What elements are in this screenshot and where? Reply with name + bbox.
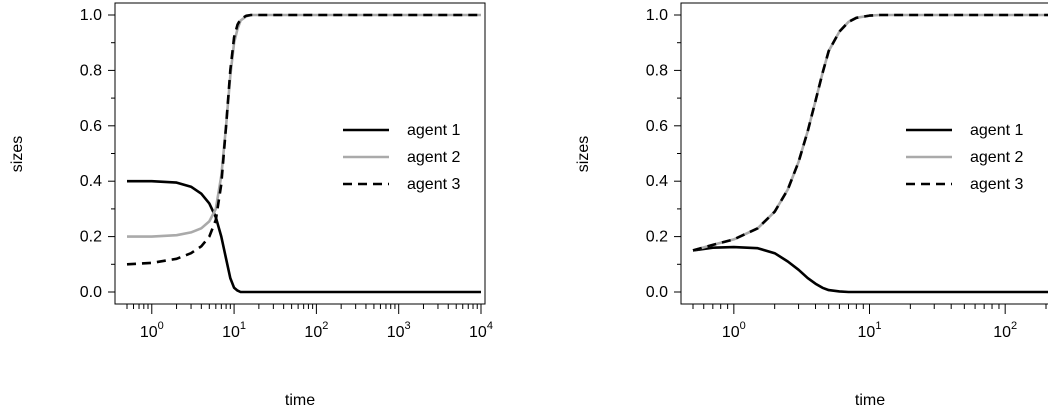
y-axis-title: sizes: [9, 136, 26, 172]
y-tick-label: 0.6: [80, 118, 102, 135]
y-tick-label: 0.0: [646, 284, 668, 301]
y-tick-label: 1.0: [646, 7, 668, 24]
y-tick-label: 0.8: [80, 62, 102, 79]
x-tick-label: 102: [304, 320, 328, 341]
x-axis-title: time: [855, 392, 885, 409]
legend-label: agent 2: [407, 149, 460, 166]
y-tick-label: 0.2: [80, 229, 102, 246]
legend-label: agent 2: [970, 149, 1023, 166]
legend-label: agent 1: [407, 122, 460, 139]
x-tick-label: 101: [858, 320, 882, 341]
y-tick-label: 1.0: [80, 7, 102, 24]
x-tick-label: 101: [222, 320, 246, 341]
legend-label: agent 3: [407, 176, 460, 193]
y-tick-label: 0.6: [646, 118, 668, 135]
x-tick-label: 100: [140, 320, 164, 341]
y-tick-label: 0.4: [80, 173, 102, 190]
series-line-agent-3: [692, 13, 1048, 252]
x-tick-label: 100: [722, 320, 746, 341]
y-tick-label: 0.4: [646, 173, 668, 190]
y-tick-label: 0.8: [646, 62, 668, 79]
y-tick-label: 0.2: [646, 229, 668, 246]
x-axis-title: time: [285, 392, 315, 409]
x-tick-label: 103: [387, 320, 411, 341]
chart-panel-2: 0.0 0.2 0.4 0.6 0.8 1.0 sizes 100 101 102 time agen…: [575, 2, 1048, 409]
chart-panel-1: 0.0 0.2 0.4 0.6 0.8 1.0 sizes 100 101 102 103 104 ti…: [9, 2, 493, 409]
legend-label: agent 3: [970, 176, 1023, 193]
series-line-agent-1: [692, 245, 1048, 294]
legend-label: agent 1: [970, 122, 1023, 139]
y-tick-label: 0.0: [80, 284, 102, 301]
x-tick-label: 102: [993, 320, 1017, 341]
series-line-agent-3: [126, 13, 481, 266]
series-line-agent-1: [127, 179, 481, 294]
y-axis-title: sizes: [575, 136, 592, 172]
x-tick-label: 104: [469, 320, 493, 341]
